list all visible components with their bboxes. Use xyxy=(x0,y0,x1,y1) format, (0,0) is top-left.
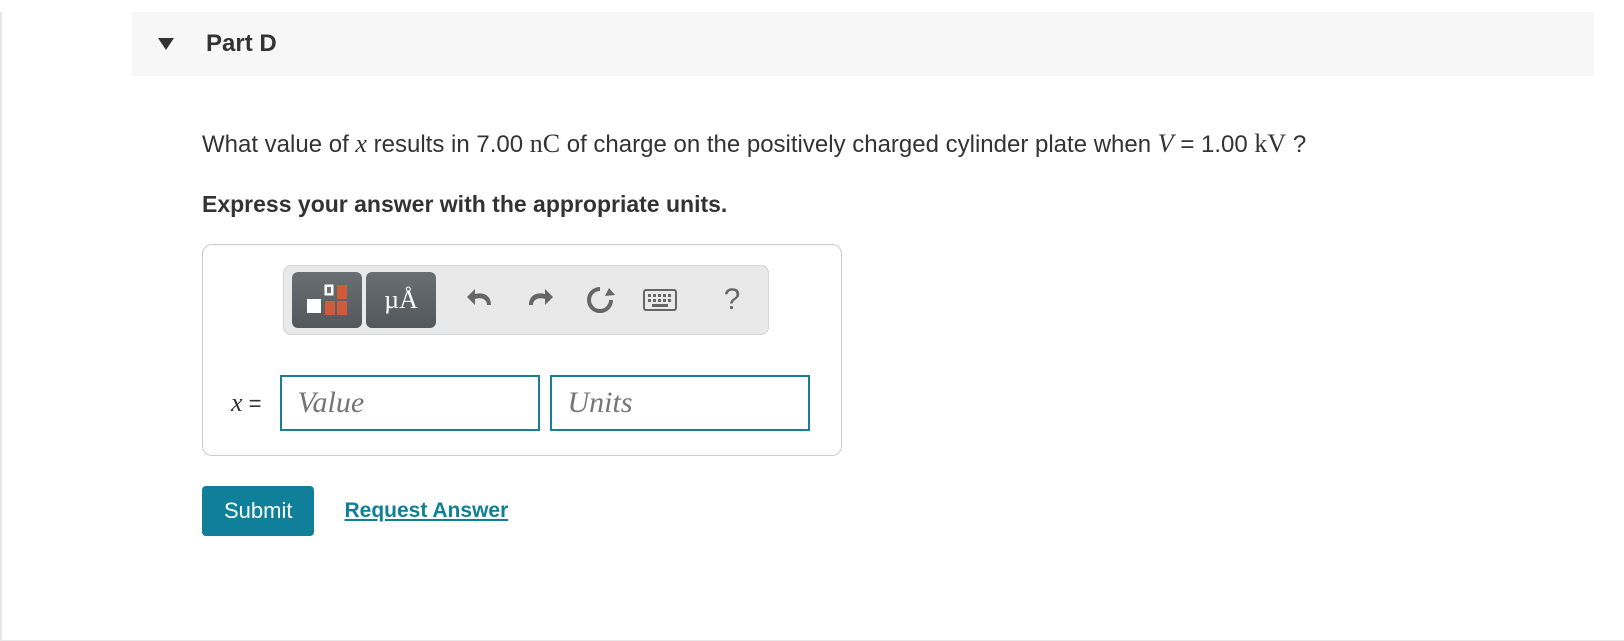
formatting-toolbar: µÅ xyxy=(283,265,769,335)
question-unit-kv: kV xyxy=(1254,129,1286,158)
question-segment: What value of xyxy=(202,131,355,158)
answer-panel: µÅ xyxy=(202,244,842,456)
undo-button[interactable] xyxy=(452,272,508,328)
question-segment: of charge on the positively charged cyli… xyxy=(560,131,1158,158)
part-title: Part D xyxy=(206,30,277,58)
page-container: Part D What value of x results in 7.00 n… xyxy=(0,12,1624,641)
templates-button[interactable] xyxy=(292,272,362,328)
redo-button[interactable] xyxy=(512,272,568,328)
reset-icon xyxy=(585,285,615,315)
question-text: What value of x results in 7.00 nC of ch… xyxy=(202,124,1584,163)
variable-label: x = xyxy=(231,388,262,418)
undo-icon xyxy=(465,287,495,313)
request-answer-link[interactable]: Request Answer xyxy=(344,499,508,523)
answer-input-row: x = xyxy=(231,375,817,431)
question-var-x: x xyxy=(355,129,367,158)
reset-button[interactable] xyxy=(572,272,628,328)
instruction-text: Express your answer with the appropriate… xyxy=(202,191,1584,218)
question-segment: ? xyxy=(1286,131,1306,158)
keyboard-icon xyxy=(643,289,677,311)
question-unit-nc: nC xyxy=(530,129,560,158)
value-input[interactable] xyxy=(280,375,540,431)
symbols-button[interactable]: µÅ xyxy=(366,272,436,328)
part-header[interactable]: Part D xyxy=(132,12,1594,76)
help-icon: ? xyxy=(724,283,741,317)
question-segment: results in 7.00 xyxy=(367,131,530,158)
question-var-v: V xyxy=(1158,129,1174,158)
question-segment: = 1.00 xyxy=(1174,131,1255,158)
mu-angstrom-icon: µÅ xyxy=(384,285,418,315)
caret-down-icon xyxy=(158,38,174,50)
units-input[interactable] xyxy=(550,375,810,431)
keyboard-button[interactable] xyxy=(632,272,688,328)
redo-icon xyxy=(525,287,555,313)
actions-row: Submit Request Answer xyxy=(202,486,1584,536)
templates-icon xyxy=(305,283,349,317)
submit-button[interactable]: Submit xyxy=(202,486,314,536)
help-button[interactable]: ? xyxy=(704,272,760,328)
content-area: What value of x results in 7.00 nC of ch… xyxy=(202,124,1584,536)
